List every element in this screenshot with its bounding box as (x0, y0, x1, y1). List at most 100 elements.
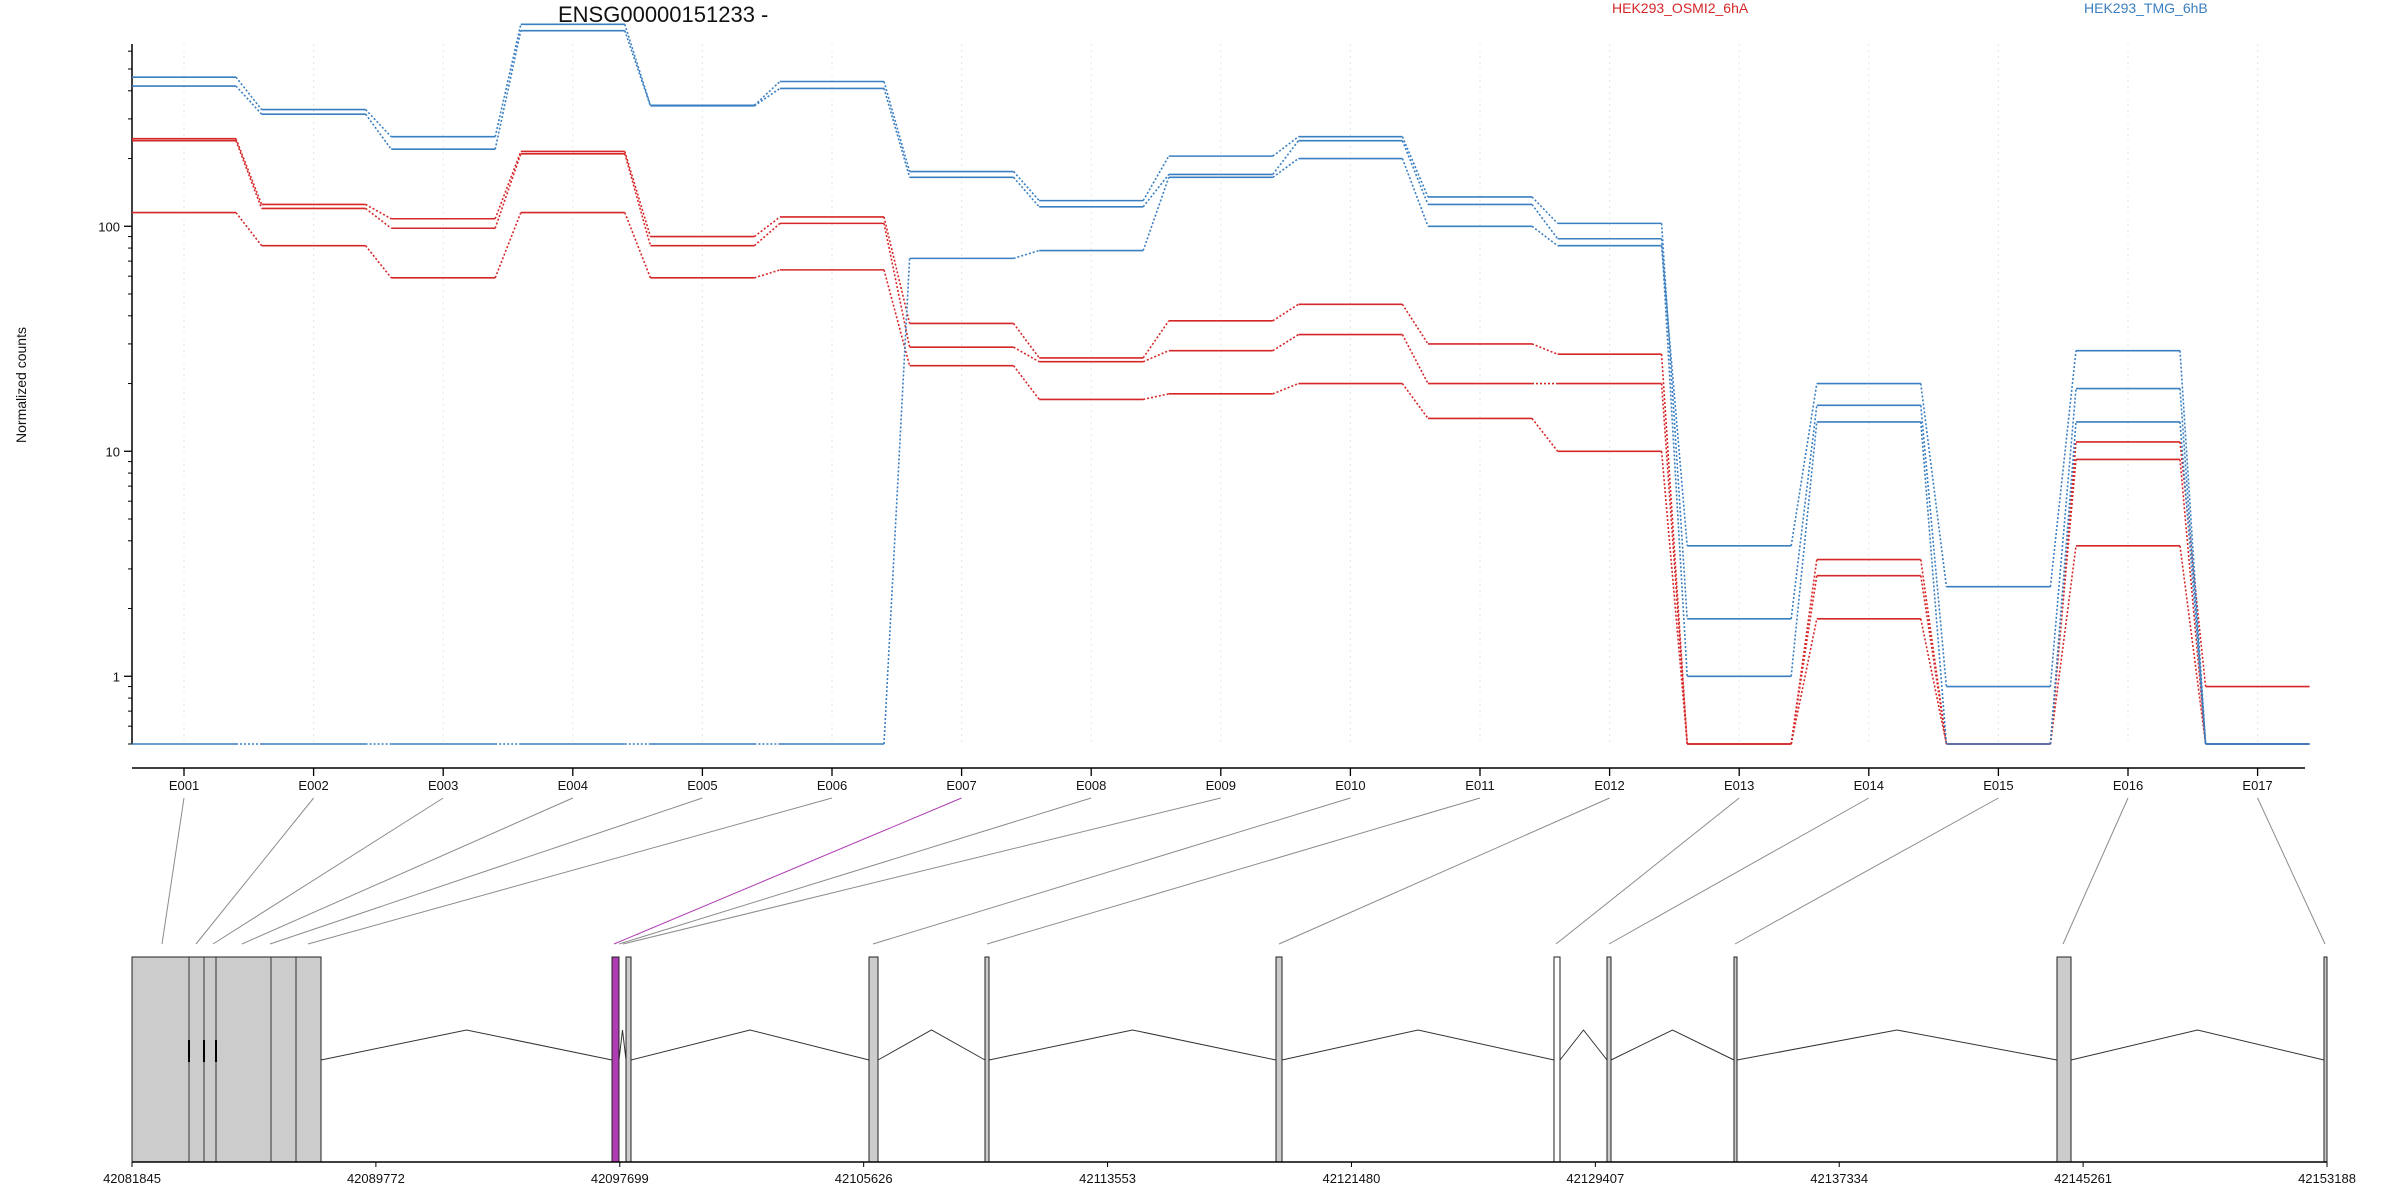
x-tick-label: E002 (298, 778, 328, 793)
genomic-tick-label: 42105626 (835, 1171, 893, 1186)
series-connector (1142, 173, 1170, 208)
genomic-tick-label: 42145261 (2054, 1171, 2112, 1186)
series-connector (1272, 382, 1299, 395)
series-connector (2049, 388, 2077, 687)
series-connector (1142, 349, 1170, 363)
intron-line (877, 1029, 986, 1061)
exon-connector (1278, 797, 1610, 945)
x-tick-label: E015 (1983, 778, 2013, 793)
series-line (132, 157, 2310, 745)
series-line (132, 29, 2310, 745)
x-tick-label: E008 (1076, 778, 1106, 793)
exon-connector (613, 797, 962, 945)
series-connector (364, 113, 392, 150)
series-connector (1790, 383, 1818, 546)
x-tick-label: E005 (687, 778, 717, 793)
exon-connector (1734, 797, 1999, 945)
series-line (132, 211, 2310, 745)
exon-block (1553, 956, 1561, 1163)
series-connector (2049, 441, 2077, 745)
exon-connector (872, 797, 1351, 945)
genomic-ticks: 42081845 42089772 42097699 42105626 42113553… (103, 1161, 2356, 1186)
series-connector (1920, 421, 1948, 745)
series-connector (883, 216, 911, 324)
series-connector (1272, 136, 1299, 157)
exon-connector (307, 797, 833, 945)
series-connector (1531, 203, 1559, 240)
series-connector (1531, 196, 1559, 224)
series-connector (1272, 333, 1299, 352)
x-tick-label: E001 (169, 778, 199, 793)
series-connector (1531, 225, 1559, 247)
exon-connector (1555, 797, 1740, 945)
chart-title: ENSG00000151233 - (558, 2, 768, 27)
series-connector (1531, 417, 1559, 452)
x-tick-label: E006 (817, 778, 847, 793)
series-connector (1920, 618, 1948, 745)
exon-block (625, 956, 632, 1163)
series-connector (1012, 322, 1040, 359)
exon-connector (241, 797, 574, 945)
x-tick-label: E004 (558, 778, 588, 793)
exon-connector (2062, 797, 2129, 945)
genomic-tick-label: 42121480 (1323, 1171, 1381, 1186)
series-connector (235, 85, 263, 115)
y-ticks: 1 10 100 (98, 50, 132, 745)
axes (131, 44, 2305, 769)
series-connector (494, 151, 522, 220)
series-connector (1142, 320, 1170, 359)
series-connector (1790, 421, 1818, 677)
series-connector (2049, 350, 2077, 587)
series-connector (365, 207, 392, 229)
series-connector (1012, 171, 1040, 202)
series-connector (1531, 343, 1558, 355)
series-connector (1272, 140, 1300, 175)
series-connector (235, 212, 263, 247)
series-connector (1272, 303, 1299, 322)
series-connector (1142, 177, 1170, 251)
series-connector (1660, 238, 1688, 677)
series-connector (1401, 334, 1429, 384)
intron-line (1610, 1029, 1735, 1061)
x-tick-label: E012 (1594, 778, 1624, 793)
y-tick-label: 1 (113, 669, 120, 684)
exon-block (1733, 956, 1738, 1163)
series-connector (624, 151, 652, 237)
exon-connector (622, 797, 1221, 945)
intron-line (618, 1029, 627, 1061)
series-connector (494, 212, 522, 279)
legend-entry-osmi2: HEK293_OSMI2_6hA (1612, 0, 1749, 16)
x-tick-label: E013 (1724, 778, 1754, 793)
exon-connector (986, 797, 1481, 945)
exon-connector (212, 797, 444, 945)
series-connector (1142, 155, 1170, 202)
series-connector (494, 30, 522, 150)
exon-connector (1608, 797, 1870, 945)
intron-line (320, 1029, 613, 1061)
series-connector (1790, 618, 1818, 745)
x-ticks: E001 E002 E003 E004 E005 E006 E007 E008 E009 E010… (169, 768, 2273, 793)
series-connector (1401, 303, 1429, 345)
x-tick-label: E007 (946, 778, 976, 793)
exon-block (868, 956, 879, 1163)
genomic-tick-label: 42089772 (347, 1171, 405, 1186)
series-connector (624, 153, 652, 246)
series-connector (1013, 249, 1040, 260)
x-tick-label: E014 (1854, 778, 1884, 793)
series-connector (753, 216, 781, 238)
series-connector (883, 223, 911, 348)
y-tick-label: 100 (98, 219, 120, 234)
gene-model (131, 956, 2328, 1163)
x-tick-label: E009 (1206, 778, 1236, 793)
series-connector (235, 140, 263, 209)
intron-line (1281, 1029, 1555, 1061)
series-connector (624, 24, 652, 106)
series-connector (1013, 346, 1040, 363)
series-connector (1401, 136, 1429, 198)
series-connector (1790, 405, 1818, 619)
series-connector (2179, 388, 2207, 745)
x-tick-label: E011 (1465, 778, 1494, 793)
series-connector (1012, 176, 1040, 208)
series-connector (1401, 158, 1429, 227)
